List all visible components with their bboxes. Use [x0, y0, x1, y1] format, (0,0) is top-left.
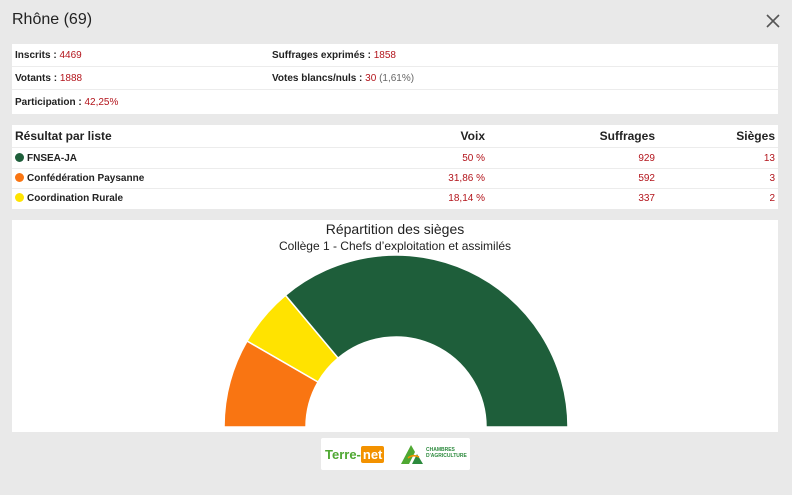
stats-row: Inscrits : 4469 Suffrages exprimés : 185…	[12, 44, 778, 67]
table-row: FNSEA-JA 50 % 929 13	[12, 149, 778, 169]
stat-value: 42,25%	[84, 97, 119, 108]
stat-label: Suffrages exprimés :	[272, 50, 371, 61]
chart-title: Répartition des sièges	[325, 221, 465, 237]
stat-value: 1858	[373, 50, 396, 61]
cell-sieges: 3	[769, 173, 775, 184]
seat-chart-svg	[223, 254, 569, 428]
header-liste: Résultat par liste	[15, 129, 112, 143]
stat-value: 4469	[59, 50, 82, 61]
cell-sieges: 2	[769, 193, 775, 204]
header-suffrages: Suffrages	[599, 129, 655, 143]
chambres-agriculture-icon	[401, 445, 423, 464]
stat-inscrits: Inscrits : 4469	[15, 44, 82, 67]
cell-suffrages: 337	[638, 193, 655, 204]
results-table: Résultat par liste Voix Suffrages Sièges…	[12, 125, 778, 209]
cell-voix: 50 %	[462, 153, 485, 164]
stats-row: Votants : 1888 Votes blancs/nuls : 30 (1…	[12, 67, 778, 90]
list-name: Confédération Paysanne	[15, 169, 144, 189]
header-voix: Voix	[460, 129, 485, 143]
stat-label: Votes blancs/nuls :	[272, 73, 363, 84]
list-color-dot	[15, 173, 24, 182]
stat-label: Votants :	[15, 73, 58, 84]
close-icon[interactable]	[764, 12, 782, 30]
stat-votants: Votants : 1888	[15, 67, 82, 90]
stats-row: Participation : 42,25%	[12, 91, 778, 114]
cell-suffrages: 592	[638, 173, 655, 184]
stat-value: 30	[365, 73, 377, 84]
cell-voix: 18,14 %	[448, 193, 485, 204]
stat-label: Inscrits :	[15, 50, 57, 61]
partner-logos: Terre-net CHAMBRES D'AGRICULTURE	[321, 438, 470, 470]
stat-votes-blancs: Votes blancs/nuls : 30 (1,61%)	[272, 67, 414, 90]
table-row: Coordination Rurale 18,14 % 337 2	[12, 189, 778, 209]
cell-sieges: 13	[763, 153, 775, 164]
cell-voix: 31,86 %	[448, 173, 485, 184]
table-row: Confédération Paysanne 31,86 % 592 3	[12, 169, 778, 189]
cell-suffrages: 929	[638, 153, 655, 164]
stat-suffrages-exprimes: Suffrages exprimés : 1858	[272, 44, 396, 67]
stat-participation: Participation : 42,25%	[15, 91, 118, 114]
seat-chart: Répartition des sièges Collège 1 - Chefs…	[12, 220, 778, 432]
list-name: Coordination Rurale	[15, 189, 123, 209]
list-name-text: Coordination Rurale	[27, 193, 124, 204]
chart-subtitle: Collège 1 - Chefs d’exploitation et assi…	[278, 239, 512, 253]
list-color-dot	[15, 153, 24, 162]
table-header: Résultat par liste Voix Suffrages Sièges	[12, 125, 778, 148]
stat-value: 1888	[59, 73, 83, 84]
list-name: FNSEA-JA	[15, 149, 77, 169]
header-sieges: Sièges	[736, 129, 775, 143]
modal-title: Rhône (69)	[12, 11, 93, 28]
list-name-text: Confédération Paysanne	[27, 173, 145, 184]
seat-slice-fnsea-ja[interactable]	[284, 254, 569, 428]
list-color-dot	[15, 193, 24, 202]
stat-percent: (1,61%)	[379, 73, 415, 84]
chambres-agriculture-logo[interactable]: CHAMBRES D'AGRICULTURE	[399, 442, 467, 466]
stats-panel: Inscrits : 4469 Suffrages exprimés : 185…	[12, 44, 778, 114]
list-name-text: FNSEA-JA	[27, 153, 78, 164]
stat-label: Participation :	[15, 97, 82, 108]
terre-net-logo[interactable]: Terre-net	[325, 443, 390, 466]
